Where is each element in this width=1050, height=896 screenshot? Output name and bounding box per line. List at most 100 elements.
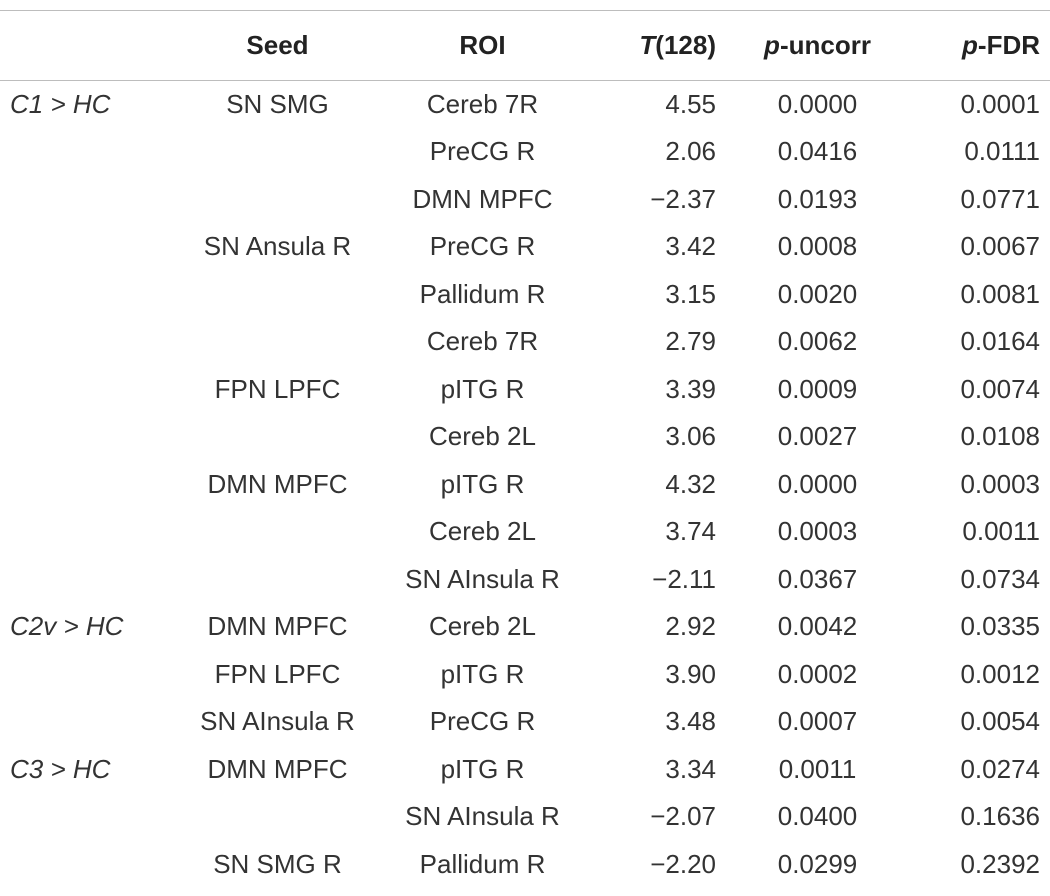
cell-p-fdr: 0.1636 <box>960 801 1040 832</box>
cell-t-value: −2.11 <box>652 563 716 594</box>
cell-roi: Cereb 7R <box>426 89 539 119</box>
cell-t-value: 2.92 <box>665 611 716 642</box>
cell-p-uncorr: 0.0003 <box>777 516 858 547</box>
cell-t-value: −2.20 <box>650 848 716 879</box>
cell-t-value: 2.79 <box>665 326 716 357</box>
cell-p-fdr: 0.0164 <box>960 326 1040 357</box>
table-row: DMN MPFC −2.37 0.0193 0.0771 <box>0 176 1050 224</box>
table-row: Cereb 2L 3.74 0.0003 0.0011 <box>0 508 1050 556</box>
cell-p-uncorr: 0.0020 <box>777 278 858 309</box>
cell-p-uncorr: 0.0299 <box>777 848 858 879</box>
cell-p-fdr: 0.0734 <box>960 563 1040 594</box>
header-p-fdr: p-FDR <box>905 11 1050 81</box>
header-seed: Seed <box>246 30 309 60</box>
cell-t-value: 4.55 <box>665 89 716 119</box>
table-row: SN SMG R Pallidum R −2.20 0.0299 0.2392 <box>0 841 1050 889</box>
cell-p-fdr: 0.2392 <box>960 848 1040 879</box>
cell-p-fdr: 0.0074 <box>960 373 1040 404</box>
table-row: C1 > HC SN SMG Cereb 7R 4.55 0.0000 0.0001 <box>0 81 1050 129</box>
cell-group: C3 > HC <box>10 753 111 784</box>
cell-roi: PreCG R <box>429 136 536 167</box>
cell-t-value: 3.90 <box>665 658 716 689</box>
table-body: C1 > HC SN SMG Cereb 7R 4.55 0.0000 0.0001 Pre… <box>0 81 1050 889</box>
table-row: Pallidum R 3.15 0.0020 0.0081 <box>0 271 1050 319</box>
cell-p-fdr: 0.0081 <box>960 278 1040 309</box>
cell-p-fdr: 0.0108 <box>960 421 1040 452</box>
cell-seed: SN SMG R <box>213 848 342 879</box>
cell-t-value: 3.15 <box>665 278 716 309</box>
table-row: SN AInsula R −2.11 0.0367 0.0734 <box>0 556 1050 604</box>
cell-t-value: −2.07 <box>650 801 716 832</box>
cell-roi: Cereb 7R <box>426 326 539 357</box>
cell-group: C1 > HC <box>10 89 111 119</box>
header-roi: ROI <box>459 30 506 60</box>
cell-p-uncorr: 0.0042 <box>777 611 858 642</box>
cell-roi: Cereb 2L <box>429 611 536 642</box>
cell-seed: DMN MPFC <box>207 753 348 784</box>
cell-t-value: 2.06 <box>665 136 716 167</box>
table-row: SN Ansula R PreCG R 3.42 0.0008 0.0067 <box>0 223 1050 271</box>
header-t-statistic: T(128) <box>585 11 730 81</box>
cell-group: C2v > HC <box>10 611 124 642</box>
cell-group <box>0 318 175 366</box>
cell-seed: DMN MPFC <box>207 611 348 642</box>
cell-roi: Pallidum R <box>419 278 546 309</box>
cell-group <box>0 366 175 414</box>
cell-t-value: −2.37 <box>650 183 716 214</box>
cell-p-fdr: 0.0001 <box>960 89 1040 119</box>
cell-seed <box>175 271 380 319</box>
cell-p-uncorr: 0.0400 <box>777 801 858 832</box>
cell-seed <box>175 318 380 366</box>
cell-group <box>0 651 175 699</box>
header-group <box>0 11 175 81</box>
cell-seed <box>175 128 380 176</box>
cell-p-fdr: 0.0067 <box>960 231 1040 262</box>
cell-group <box>0 698 175 746</box>
cell-roi: SN AInsula R <box>405 801 560 832</box>
header-p-fdr-suffix: -FDR <box>977 30 1040 60</box>
table-row: FPN LPFC pITG R 3.90 0.0002 0.0012 <box>0 651 1050 699</box>
header-p-uncorr: p-uncorr <box>730 11 905 81</box>
table-header: Seed ROI T(128) p-uncorr p-FDR <box>0 10 1050 81</box>
cell-p-uncorr: 0.0000 <box>777 468 858 499</box>
table-row: FPN LPFC pITG R 3.39 0.0009 0.0074 <box>0 366 1050 414</box>
cell-group <box>0 508 175 556</box>
cell-roi: SN AInsula R <box>405 563 560 594</box>
cell-roi: pITG R <box>440 658 525 689</box>
cell-p-uncorr: 0.0007 <box>777 706 858 737</box>
cell-p-fdr: 0.0335 <box>960 611 1040 642</box>
cell-t-value: 3.74 <box>665 516 716 547</box>
table-row: Cereb 7R 2.79 0.0062 0.0164 <box>0 318 1050 366</box>
cell-seed: SN SMG <box>226 89 329 119</box>
table-row: SN AInsula R PreCG R 3.48 0.0007 0.0054 <box>0 698 1050 746</box>
cell-seed: SN Ansula R <box>203 231 352 262</box>
cell-t-value: 3.48 <box>665 706 716 737</box>
header-row: Seed ROI T(128) p-uncorr p-FDR <box>0 10 1050 81</box>
cell-roi: Pallidum R <box>419 848 546 879</box>
cell-group <box>0 128 175 176</box>
cell-seed: FPN LPFC <box>214 658 341 689</box>
cell-seed: SN AInsula R <box>200 706 355 737</box>
cell-t-value: 3.42 <box>665 231 716 262</box>
cell-t-value: 3.06 <box>665 421 716 452</box>
cell-roi: pITG R <box>440 468 525 499</box>
cell-p-uncorr: 0.0027 <box>777 421 858 452</box>
cell-p-fdr: 0.0012 <box>960 658 1040 689</box>
cell-p-uncorr: 0.0062 <box>777 326 858 357</box>
cell-group <box>0 176 175 224</box>
cell-seed: FPN LPFC <box>214 373 341 404</box>
table-row: C2v > HC DMN MPFC Cereb 2L 2.92 0.0042 0.0335 <box>0 603 1050 651</box>
header-p-uncorr-symbol: p <box>764 30 780 60</box>
header-t-df: (128) <box>655 30 716 60</box>
cell-t-value: 3.34 <box>665 753 716 784</box>
cell-group <box>0 271 175 319</box>
cell-p-fdr: 0.0111 <box>964 136 1040 167</box>
table-row: SN AInsula R −2.07 0.0400 0.1636 <box>0 793 1050 841</box>
cell-p-fdr: 0.0003 <box>960 468 1040 499</box>
cell-roi: DMN MPFC <box>412 183 553 214</box>
cell-seed <box>175 176 380 224</box>
cell-roi: PreCG R <box>429 231 536 262</box>
cell-p-fdr: 0.0011 <box>962 516 1040 547</box>
cell-roi: Cereb 2L <box>429 421 536 452</box>
table-row: C3 > HC DMN MPFC pITG R 3.34 0.0011 0.0274 <box>0 746 1050 794</box>
